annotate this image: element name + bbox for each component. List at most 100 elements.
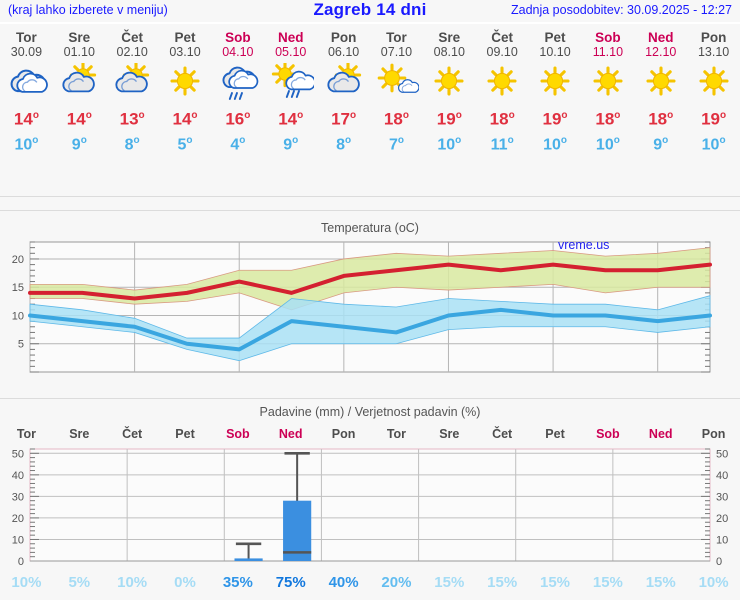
temp-max: 13o [119, 109, 145, 129]
precipitation-probability: 20% [381, 573, 412, 591]
day-date: 13.10 [697, 45, 730, 59]
day-date: 05.10 [275, 45, 307, 59]
day-date: 11.10 [592, 45, 624, 59]
temp-min: 10o [14, 134, 39, 153]
temp-min: 8o [336, 134, 352, 153]
temp-min: 4o [230, 134, 246, 153]
precipitation-day-label: Sob [596, 427, 620, 441]
precipitation-day-label: Pon [331, 427, 356, 441]
svg-text:20: 20 [716, 513, 728, 525]
temp-max: 17o [331, 109, 357, 129]
section-divider-mid [0, 398, 740, 399]
temp-max: 14o [278, 109, 304, 129]
precipitation-probability: 0% [174, 573, 196, 591]
precipitation-day-label: Pon [701, 427, 726, 441]
svg-text:10: 10 [12, 310, 24, 322]
precipitation-day-label: Ned [648, 427, 673, 441]
day-column[interactable]: Ned 05.10 14o 9o [264, 28, 317, 168]
temp-min: 10o [437, 134, 462, 153]
sun-small-cloud-icon [373, 63, 420, 101]
day-column[interactable]: Pet 03.10 14o 5o [159, 28, 212, 168]
svg-text:10: 10 [12, 534, 24, 546]
precipitation-day-label: Čet [492, 427, 513, 441]
day-name: Pon [330, 30, 357, 45]
temp-max: 16o [225, 109, 251, 129]
sun-icon [691, 63, 737, 101]
svg-text:20: 20 [12, 254, 24, 266]
day-column[interactable]: Tor 30.09 14o 10o [0, 28, 53, 168]
sun-cloud-icon [109, 61, 155, 101]
svg-text:40: 40 [12, 470, 24, 482]
temperature-chart-title: Temperatura (oC) [0, 221, 740, 235]
day-name: Pet [544, 30, 566, 45]
precipitation-day-label: Pet [175, 427, 195, 441]
section-divider-bottom [0, 210, 740, 211]
rain-cloud-icon [215, 63, 261, 101]
day-name: Tor [386, 30, 407, 45]
precipitation-probability: 15% [592, 573, 623, 591]
page-title: Zagreb 14 dni [313, 0, 427, 19]
svg-text:30: 30 [12, 491, 24, 503]
temp-min: 10o [701, 134, 726, 153]
temp-max: 14o [172, 109, 198, 129]
temp-min: 9o [283, 134, 299, 153]
day-column[interactable]: Sob 11.10 18o 10o [581, 28, 634, 168]
day-column[interactable]: Čet 09.10 18o 11o [476, 28, 529, 168]
temp-max: 18o [648, 109, 674, 129]
sun-cloud-rain-icon [268, 60, 316, 101]
temp-min: 11o [490, 134, 514, 153]
svg-text:30: 30 [716, 491, 728, 503]
temp-min: 7o [388, 134, 404, 153]
precipitation-probability: 10% [117, 573, 148, 591]
precipitation-day-label: Tor [386, 427, 407, 441]
day-date: 04.10 [222, 45, 254, 59]
temp-min: 10o [595, 134, 620, 153]
day-name: Ned [277, 30, 304, 45]
temperature-title-text: Temperatura (oC) [321, 221, 419, 235]
day-name: Pet [174, 30, 196, 45]
temp-max: 19o [701, 109, 727, 129]
day-column[interactable]: Sre 08.10 19o 10o [423, 28, 476, 168]
svg-text:5: 5 [18, 339, 24, 351]
day-date: 09.10 [486, 45, 518, 59]
day-column[interactable]: Pon 06.10 17o 8o [317, 28, 370, 168]
precipitation-day-label: Tor [16, 427, 37, 441]
precipitation-day-label: Sob [226, 427, 250, 441]
day-column[interactable]: Pon 13.10 19o 10o [687, 28, 740, 168]
precipitation-probability: 40% [328, 573, 359, 591]
day-name: Sob [225, 30, 251, 45]
day-date: 06.10 [327, 45, 360, 59]
day-name: Čet [121, 30, 144, 45]
page-header: (kraj lahko izberete v meniju) Zagreb 14… [0, 0, 740, 22]
precipitation-probability-row: 10% 5% 10% 0% 35% 75% 40% 20% 15% 15% 15% 15% 15% 10% [0, 572, 740, 592]
day-column[interactable]: Sob 04.10 16o 4o [211, 28, 264, 168]
day-column[interactable]: Tor 07.10 18o 7o [370, 28, 423, 168]
svg-text:15: 15 [12, 282, 24, 294]
temp-max: 19o [436, 109, 462, 129]
section-divider-top [0, 196, 740, 197]
precipitation-day-label: Čet [122, 427, 143, 441]
day-date: 03.10 [169, 45, 201, 59]
temp-min: 9o [71, 134, 87, 153]
day-date: 01.10 [63, 45, 95, 59]
temp-max: 18o [489, 109, 515, 129]
day-column[interactable]: Čet 02.10 13o 8o [106, 28, 159, 168]
temperature-plot: 5 10 15 20 [12, 241, 712, 373]
day-column[interactable]: Ned 12.10 18o 9o [634, 28, 687, 168]
precipitation-probability: 15% [540, 573, 571, 591]
temp-max: 18o [383, 109, 409, 129]
temp-min: 10o [543, 134, 567, 153]
precipitation-chart: 0 0 10 10 20 20 30 30 40 40 50 50 [0, 443, 740, 573]
svg-text:0: 0 [18, 556, 24, 568]
temp-max: 14o [13, 109, 39, 129]
precipitation-day-label: Ned [278, 427, 303, 441]
day-column[interactable]: Sre 01.10 14o 9o [53, 28, 106, 168]
location-hint: (kraj lahko izberete v meniju) [8, 3, 168, 17]
watermark: vreme.us [558, 238, 610, 252]
day-column[interactable]: Pet 10.10 19o 10o [529, 28, 582, 168]
temp-min: 9o [653, 134, 669, 153]
precipitation-probability: 15% [434, 573, 465, 591]
sun-cloud-icon [56, 61, 102, 101]
precipitation-plot: 0 0 10 10 20 20 30 30 40 40 50 50 [12, 448, 729, 568]
day-name: Sob [595, 30, 621, 45]
